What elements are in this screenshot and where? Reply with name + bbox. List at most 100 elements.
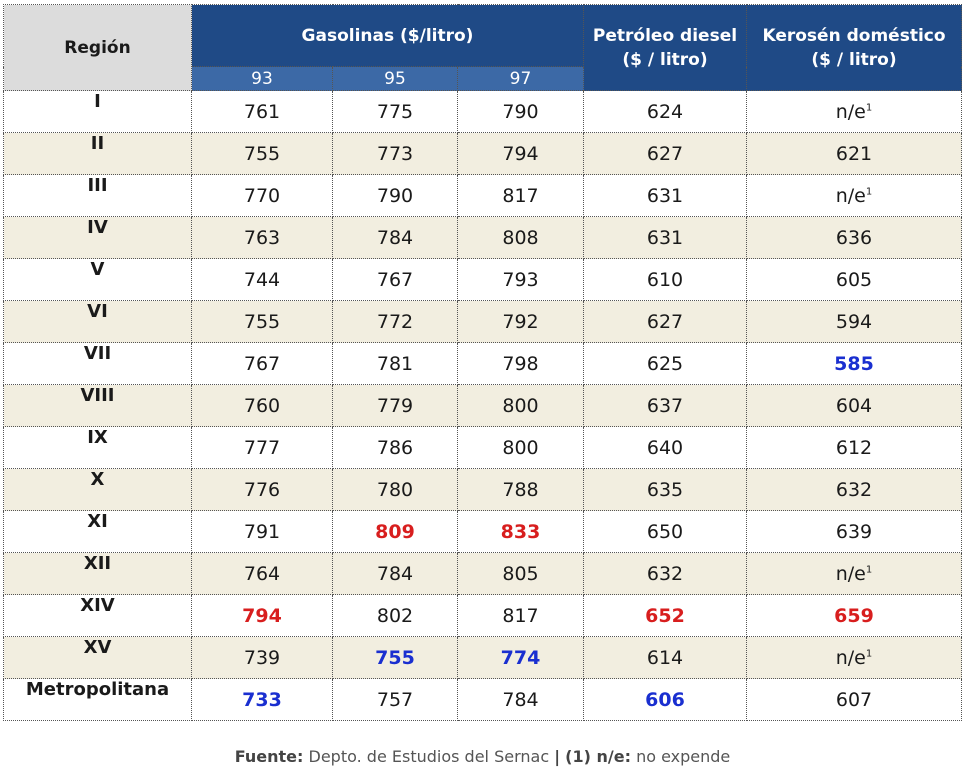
diesel-value: 624 [646, 100, 684, 123]
diesel-cell: 652 [583, 594, 747, 637]
footer-source-text: Depto. de Estudios del Sernac [308, 747, 550, 766]
g93-value: 755 [243, 310, 281, 333]
kerosen-cell: n/e1 [746, 174, 962, 217]
region-cell: VII [3, 342, 192, 385]
g95-cell: 790 [332, 174, 458, 217]
g97-value: 800 [502, 436, 539, 459]
g97-value: 793 [502, 268, 539, 291]
region-cell: III [3, 174, 192, 217]
g97-value: 784 [502, 688, 539, 711]
g97-value: 805 [502, 562, 539, 585]
g95-value: 784 [376, 562, 414, 585]
octane-95-header: 95 [332, 66, 458, 91]
kerosen-cell: 607 [746, 678, 962, 721]
g93-value: 791 [243, 520, 281, 543]
g95-cell: 755 [332, 636, 458, 679]
g93-cell: 761 [191, 90, 333, 133]
g97-value: 798 [502, 352, 539, 375]
gasolinas-header: Gasolinas ($/litro) [191, 4, 584, 67]
kerosen-cell: n/e1 [746, 90, 962, 133]
table-row: XIV 794 802 817 652 659 [3, 594, 962, 637]
diesel-header: Petróleo diesel ($ / litro) [583, 4, 747, 91]
g93-value: 760 [243, 394, 281, 417]
g97-value: 817 [502, 184, 539, 207]
table-row: IX 777 786 800 640 612 [3, 426, 962, 469]
region-cell: IV [3, 216, 192, 259]
region-cell: XI [3, 510, 192, 553]
table-row: X 776 780 788 635 632 [3, 468, 962, 511]
diesel-cell: 627 [583, 300, 747, 343]
kerosen-cell: 604 [746, 384, 962, 427]
region-cell: V [3, 258, 192, 301]
table-row: VI 755 772 792 627 594 [3, 300, 962, 343]
octane-93-header: 93 [191, 66, 333, 91]
g97-value: 833 [500, 520, 541, 543]
g97-value: 790 [502, 100, 539, 123]
table-row: XV 739 755 774 614 n/e1 [3, 636, 962, 679]
kerosen-cell: 639 [746, 510, 962, 553]
footer-separator: | [554, 747, 561, 766]
g93-cell: 767 [191, 342, 333, 385]
region-cell: XII [3, 552, 192, 595]
table-row: VII 767 781 798 625 585 [3, 342, 962, 385]
kerosen-value: 612 [835, 436, 873, 459]
diesel-cell: 650 [583, 510, 747, 553]
diesel-value: 650 [646, 520, 684, 543]
diesel-value: 631 [646, 226, 684, 249]
kerosen-value: 621 [835, 142, 873, 165]
kerosen-value: 632 [835, 478, 873, 501]
table-row: XI 791 809 833 650 639 [3, 510, 962, 553]
g95-value: 780 [376, 478, 414, 501]
g97-cell: 805 [457, 552, 584, 595]
g97-cell: 798 [457, 342, 584, 385]
footer-note-text: no expende [636, 747, 731, 766]
g93-value: 770 [243, 184, 281, 207]
kerosen-value: 659 [834, 604, 874, 627]
kerosen-value: 585 [834, 352, 874, 375]
diesel-value: 614 [646, 646, 684, 669]
diesel-value: 610 [646, 268, 684, 291]
g97-cell: 817 [457, 174, 584, 217]
g97-cell: 792 [457, 300, 584, 343]
g93-cell: 739 [191, 636, 333, 679]
kerosen-value: 636 [835, 226, 873, 249]
g93-value: 733 [242, 688, 282, 711]
table-body: I 761 775 790 624 n/e1 II 755 773 794 627 621 III 770… [3, 90, 962, 721]
g97-cell: 784 [457, 678, 584, 721]
g93-cell: 776 [191, 468, 333, 511]
region-cell: VIII [3, 384, 192, 427]
g93-cell: 763 [191, 216, 333, 259]
kerosen-cell: 605 [746, 258, 962, 301]
kerosen-cell: 636 [746, 216, 962, 259]
region-cell: Metropolitana [3, 678, 192, 721]
g93-cell: 764 [191, 552, 333, 595]
g93-cell: 770 [191, 174, 333, 217]
g97-cell: 790 [457, 90, 584, 133]
g93-value: 776 [243, 478, 281, 501]
g95-cell: 779 [332, 384, 458, 427]
table-row: V 744 767 793 610 605 [3, 258, 962, 301]
g97-value: 788 [502, 478, 539, 501]
octane-97-header: 97 [457, 66, 584, 91]
diesel-cell: 606 [583, 678, 747, 721]
footer-note-label: (1) n/e: [565, 747, 631, 766]
diesel-value: 627 [646, 142, 684, 165]
g93-value: 767 [243, 352, 281, 375]
g97-cell: 808 [457, 216, 584, 259]
kerosen-cell: 594 [746, 300, 962, 343]
g95-value: 790 [376, 184, 414, 207]
g95-value: 786 [376, 436, 414, 459]
diesel-cell: 640 [583, 426, 747, 469]
kerosen-cell: n/e1 [746, 552, 962, 595]
g95-cell: 767 [332, 258, 458, 301]
diesel-cell: 625 [583, 342, 747, 385]
g93-value: 755 [243, 142, 281, 165]
kerosen-cell: 632 [746, 468, 962, 511]
g95-cell: 809 [332, 510, 458, 553]
g93-value: 744 [243, 268, 281, 291]
kerosen-cell: 612 [746, 426, 962, 469]
diesel-header-line1: Petróleo diesel [592, 25, 738, 46]
g95-value: 772 [376, 310, 414, 333]
g97-cell: 774 [457, 636, 584, 679]
g95-cell: 773 [332, 132, 458, 175]
